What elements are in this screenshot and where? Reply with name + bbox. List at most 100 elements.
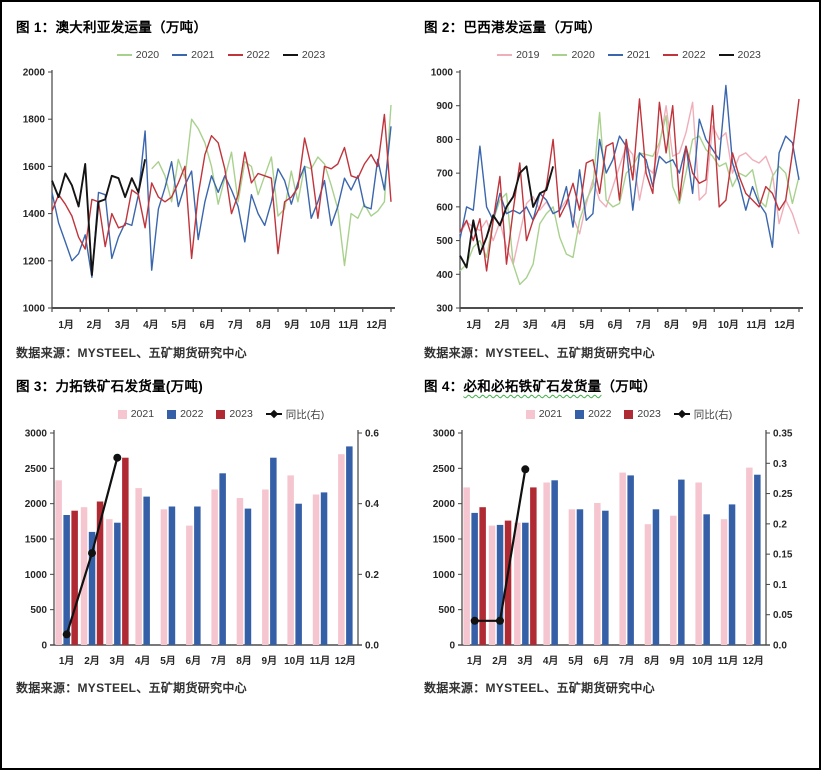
svg-text:2月: 2月 (495, 319, 511, 331)
svg-text:9月: 9月 (670, 655, 686, 667)
legend-item-2021: 2021 (172, 49, 215, 61)
svg-text:0.35: 0.35 (773, 429, 793, 440)
svg-text:1月: 1月 (58, 319, 74, 331)
svg-text:1500: 1500 (25, 535, 48, 546)
legend-item-2019: 2019 (497, 49, 539, 61)
svg-text:8月: 8月 (644, 655, 660, 667)
svg-text:2月: 2月 (87, 319, 103, 331)
svg-text:7月: 7月 (228, 319, 244, 331)
chart1-canvas: 1000 1200 1400 1600 1800 2000 1月 2月 3月 4月 5月 6月 7月 8月… (23, 68, 395, 331)
svg-text:7月: 7月 (636, 319, 652, 331)
svg-text:3月: 3月 (523, 319, 539, 331)
svg-text:500: 500 (30, 605, 47, 616)
legend-swatch-2019 (497, 53, 513, 57)
chart3-title: 图 3：力拓铁矿石发货量(万吨) (16, 379, 204, 394)
legend-item-2023: 2023 (216, 408, 253, 420)
chart4-legend: 2021 2022 2023 同比(右) (446, 405, 812, 423)
svg-text:1000: 1000 (23, 304, 46, 315)
svg-text:3000: 3000 (433, 429, 456, 440)
svg-text:5月: 5月 (568, 655, 584, 667)
svg-text:12月: 12月 (335, 655, 356, 667)
svg-text:0.6: 0.6 (365, 429, 379, 440)
svg-text:7月: 7月 (211, 655, 227, 667)
svg-text:11月: 11月 (338, 319, 359, 331)
svg-text:3月: 3月 (115, 319, 131, 331)
svg-text:0.2: 0.2 (773, 519, 787, 530)
svg-text:11月: 11月 (746, 319, 767, 331)
svg-text:600: 600 (436, 202, 453, 213)
charts-grid: 图 1：澳大利亚发运量（万吨） 2020 2021 2022 2023 1000 120… (2, 2, 819, 702)
chart1-title: 图 1：澳大利亚发运量（万吨） (16, 20, 208, 35)
chart3-source: 数据来源：MYSTEEL、五矿期货研究中心 (16, 681, 247, 695)
svg-text:0.05: 0.05 (773, 610, 793, 621)
svg-text:3月: 3月 (518, 655, 534, 667)
legend-item-2021: 2021 (117, 408, 154, 420)
svg-text:7月: 7月 (619, 655, 635, 667)
chart2-legend: 2019 2020 2021 2022 2023 (446, 46, 812, 64)
svg-text:10月: 10月 (284, 655, 305, 667)
chart1-source: 数据来源：MYSTEEL、五矿期货研究中心 (16, 346, 247, 360)
legend-item-2023: 2023 (282, 49, 325, 61)
chart4-canvas: 0 500 1000 1500 2000 2500 3000 0.0 0.05 0.1 0.15 0.… (433, 429, 793, 668)
legend-swatch-2022 (227, 53, 243, 57)
legend-item-2021: 2021 (525, 408, 562, 420)
svg-text:4月: 4月 (135, 655, 151, 667)
svg-text:3月: 3月 (110, 655, 126, 667)
svg-text:9月: 9月 (262, 655, 278, 667)
yoy-diamond-icon (265, 413, 282, 415)
svg-text:0.0: 0.0 (773, 641, 787, 652)
svg-text:0.4: 0.4 (365, 499, 379, 510)
svg-text:300: 300 (436, 304, 453, 315)
legend-item-2020: 2020 (552, 49, 595, 61)
legend-item-2023: 2023 (624, 408, 661, 420)
legend-swatch-2023 (624, 409, 634, 419)
svg-text:12月: 12月 (743, 655, 764, 667)
svg-text:1400: 1400 (23, 209, 46, 220)
svg-text:1月: 1月 (59, 655, 75, 667)
svg-text:500: 500 (436, 236, 453, 247)
svg-text:1月: 1月 (467, 655, 483, 667)
svg-text:1000: 1000 (25, 570, 48, 581)
legend-swatch-2021 (607, 53, 623, 57)
chart2-panel: 图 2：巴西港发运量（万吨） 2019 2020 2021 2022 2023 300 4… (416, 8, 818, 367)
svg-text:5月: 5月 (171, 319, 187, 331)
svg-text:900: 900 (436, 101, 453, 112)
svg-text:4月: 4月 (143, 319, 159, 331)
svg-text:8月: 8月 (664, 319, 680, 331)
svg-text:0.25: 0.25 (773, 489, 793, 500)
svg-text:6月: 6月 (594, 655, 610, 667)
svg-text:6月: 6月 (200, 319, 216, 331)
legend-swatch-2022 (167, 409, 177, 419)
svg-text:2月: 2月 (84, 655, 100, 667)
svg-text:1800: 1800 (23, 115, 46, 126)
svg-text:0.0: 0.0 (365, 641, 379, 652)
legend-swatch-2020 (552, 53, 568, 57)
svg-text:10月: 10月 (310, 319, 331, 331)
chart4-title-prefix: 图 4： (424, 379, 464, 394)
legend-swatch-2021 (117, 409, 127, 419)
svg-text:5月: 5月 (579, 319, 595, 331)
svg-text:2000: 2000 (433, 499, 456, 510)
yoy-diamond-icon (673, 413, 690, 415)
svg-text:800: 800 (436, 135, 453, 146)
legend-item-2022: 2022 (167, 408, 203, 420)
legend-item-yoy: 同比(右) (673, 407, 732, 422)
chart2-title: 图 2：巴西港发运量（万吨） (424, 20, 602, 35)
svg-text:500: 500 (438, 605, 455, 616)
legend-swatch-2021 (525, 409, 535, 419)
svg-text:5月: 5月 (160, 655, 176, 667)
svg-text:2月: 2月 (492, 655, 508, 667)
legend-item-2022: 2022 (227, 49, 270, 61)
svg-text:1000: 1000 (431, 68, 454, 79)
svg-text:1600: 1600 (23, 162, 46, 173)
svg-text:8月: 8月 (256, 319, 272, 331)
svg-text:0: 0 (41, 641, 47, 652)
svg-text:4月: 4月 (543, 655, 559, 667)
legend-item-2020: 2020 (116, 49, 159, 61)
svg-text:12月: 12月 (366, 319, 387, 331)
svg-text:2000: 2000 (25, 499, 48, 510)
chart4-panel: 图 4：必和必拓铁矿石发货量（万吨） 2021 2022 2023 同比(右) 0 50… (416, 367, 818, 702)
legend-swatch-2020 (116, 53, 132, 57)
svg-text:1月: 1月 (466, 319, 482, 331)
